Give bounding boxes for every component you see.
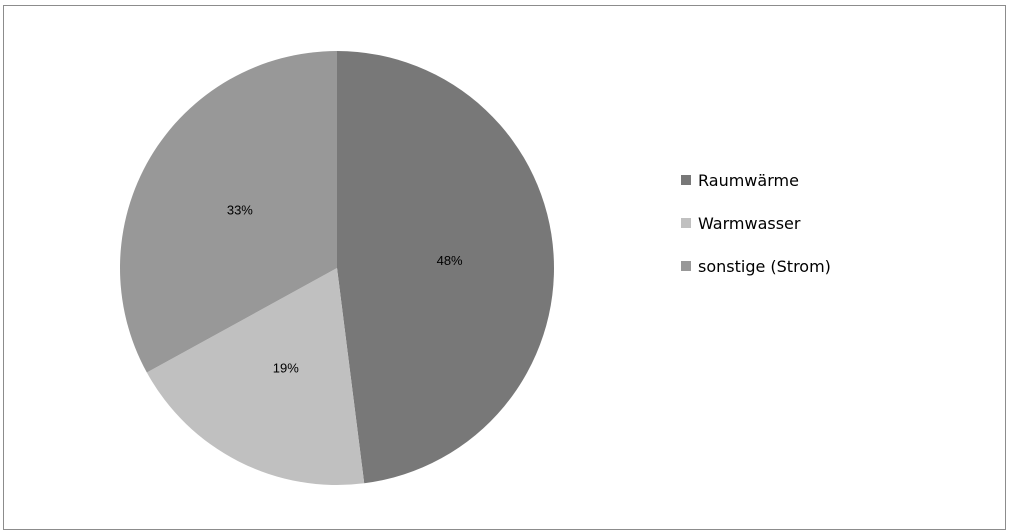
data-label-sonstige-strom: 33% [227, 203, 253, 218]
pie-slice-sonstige-strom [119, 51, 337, 373]
pie-slice-raumwärme [337, 51, 555, 484]
legend-swatch-raumwärme [681, 175, 691, 185]
pie-slice-labels: 48% 19% 33% [227, 203, 463, 376]
data-label-warmwasser: 19% [273, 361, 299, 376]
pie-slices [119, 51, 555, 485]
legend-label-raumwärme: Raumwärme [698, 171, 799, 190]
legend-swatch-sonstige-strom [681, 261, 691, 271]
legend-label-warmwasser: Warmwasser [698, 214, 801, 233]
legend-label-sonstige-strom: sonstige (Strom) [698, 257, 831, 276]
legend: Raumwärme Warmwasser sonstige (Strom) [681, 171, 831, 276]
legend-swatch-warmwasser [681, 218, 691, 228]
pie-slice-warmwasser [146, 268, 365, 485]
data-label-raumwärme: 48% [437, 253, 463, 268]
